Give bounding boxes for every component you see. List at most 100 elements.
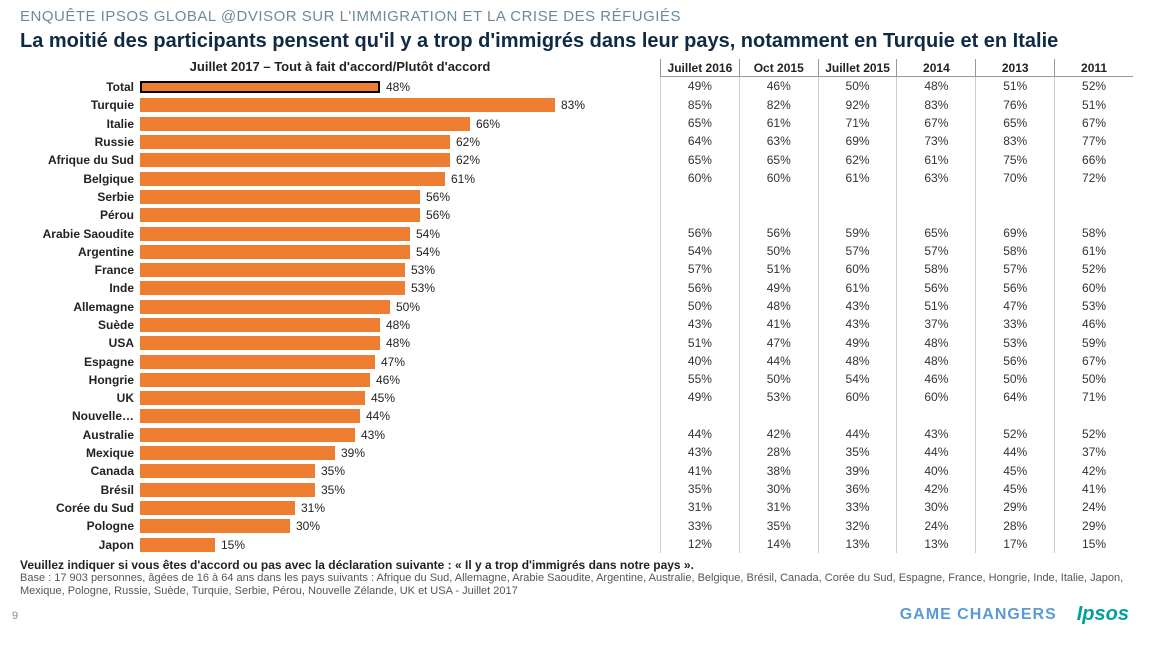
table-cell: 65%	[660, 114, 739, 132]
bar-label: Total	[20, 80, 140, 94]
table-cell: 44%	[896, 443, 975, 461]
bar-label: Hongrie	[20, 373, 140, 387]
table-cell: 47%	[975, 297, 1054, 315]
bar-label: UK	[20, 391, 140, 405]
table-cell: 61%	[739, 114, 818, 132]
bar-label: France	[20, 263, 140, 277]
table-cell: 57%	[975, 260, 1054, 278]
bar-track: 53%	[140, 281, 660, 295]
bar-value: 44%	[366, 409, 390, 423]
bar-track: 15%	[140, 538, 660, 552]
table-cell: 69%	[975, 224, 1054, 242]
bar-track: 43%	[140, 428, 660, 442]
bar-value: 62%	[456, 135, 480, 149]
bar	[140, 263, 405, 277]
bar	[140, 227, 410, 241]
bar-value: 30%	[296, 519, 320, 533]
bar-value: 54%	[416, 227, 440, 241]
bar-value: 48%	[386, 80, 410, 94]
bar-row: Afrique du Sud62%	[20, 151, 660, 169]
table-cell: 31%	[739, 498, 818, 516]
bar	[140, 190, 420, 204]
table-cell: 43%	[660, 315, 739, 333]
bar-track: 48%	[140, 80, 660, 94]
table-row	[660, 187, 1133, 205]
bar-label: Espagne	[20, 355, 140, 369]
table-cell: 67%	[896, 114, 975, 132]
table-row: 50%48%43%51%47%53%	[660, 297, 1133, 315]
bar-label: Mexique	[20, 446, 140, 460]
bar	[140, 81, 380, 93]
bar-row: Argentine54%	[20, 243, 660, 261]
table-row: 33%35%32%24%28%29%	[660, 516, 1133, 534]
bar-row: Belgique61%	[20, 169, 660, 187]
bar	[140, 446, 335, 460]
table-cell: 60%	[1054, 279, 1133, 297]
table-cell	[818, 187, 897, 205]
table-row: 56%56%59%65%69%58%	[660, 224, 1133, 242]
table-cell: 56%	[896, 279, 975, 297]
bar-label: Pologne	[20, 519, 140, 533]
table-cell: 58%	[1054, 224, 1133, 242]
table-row: 12%14%13%13%17%15%	[660, 535, 1133, 553]
bar-value: 61%	[451, 172, 475, 186]
bar-row: Nouvelle…44%	[20, 407, 660, 425]
table-cell: 67%	[1054, 114, 1133, 132]
table-cell: 77%	[1054, 132, 1133, 150]
table-cell: 56%	[975, 352, 1054, 370]
table-cell: 70%	[975, 169, 1054, 187]
table-cell: 28%	[975, 516, 1054, 534]
bar-track: 45%	[140, 391, 660, 405]
table-cell: 24%	[1054, 498, 1133, 516]
bar-track: 54%	[140, 245, 660, 259]
table-cell: 30%	[739, 480, 818, 498]
bar	[140, 391, 365, 405]
bar-value: 48%	[386, 336, 410, 350]
table-cell: 51%	[660, 333, 739, 351]
bar	[140, 135, 450, 149]
table-cell: 45%	[975, 462, 1054, 480]
table-row: 56%49%61%56%56%60%	[660, 279, 1133, 297]
table-row: 65%65%62%61%75%66%	[660, 150, 1133, 168]
table-cell: 52%	[975, 425, 1054, 443]
table-cell: 59%	[818, 224, 897, 242]
table-row: 60%60%61%63%70%72%	[660, 169, 1133, 187]
table-cell: 51%	[1054, 96, 1133, 114]
bar-row: Serbie 56%	[20, 188, 660, 206]
table-cell: 35%	[739, 516, 818, 534]
bar	[140, 428, 355, 442]
table-cell: 49%	[660, 77, 739, 95]
table-cell: 82%	[739, 96, 818, 114]
bar-track: 30%	[140, 519, 660, 533]
bar	[140, 336, 380, 350]
bar	[140, 538, 215, 552]
table-cell	[975, 407, 1054, 425]
table-cell	[739, 407, 818, 425]
table-cell: 15%	[1054, 535, 1133, 553]
bar-row: Total 48%	[20, 78, 660, 96]
table-cell: 29%	[1054, 516, 1133, 534]
table-cell: 52%	[1054, 77, 1133, 95]
bar-label: USA	[20, 336, 140, 350]
table-row	[660, 205, 1133, 223]
table-cell	[818, 205, 897, 223]
table-cell: 54%	[660, 242, 739, 260]
footer: Veuillez indiquer si vous êtes d'accord …	[20, 558, 1133, 599]
table-cell: 33%	[818, 498, 897, 516]
bar-row: Allemagne50%	[20, 298, 660, 316]
bar-label: Serbie	[20, 190, 140, 204]
table-cell: 64%	[975, 388, 1054, 406]
table-cell: 56%	[739, 224, 818, 242]
table-cell: 75%	[975, 150, 1054, 168]
table-cell	[975, 187, 1054, 205]
bar-track: 66%	[140, 117, 660, 131]
table-cell: 56%	[660, 224, 739, 242]
bar-label: Pérou	[20, 208, 140, 222]
bar-value: 31%	[301, 501, 325, 515]
table-cell: 67%	[1054, 352, 1133, 370]
chart-title: Juillet 2017 – Tout à fait d'accord/Plut…	[20, 59, 660, 74]
table-cell: 39%	[818, 462, 897, 480]
bar-value: 35%	[321, 483, 345, 497]
bar-value: 56%	[426, 190, 450, 204]
bar-track: 39%	[140, 446, 660, 460]
